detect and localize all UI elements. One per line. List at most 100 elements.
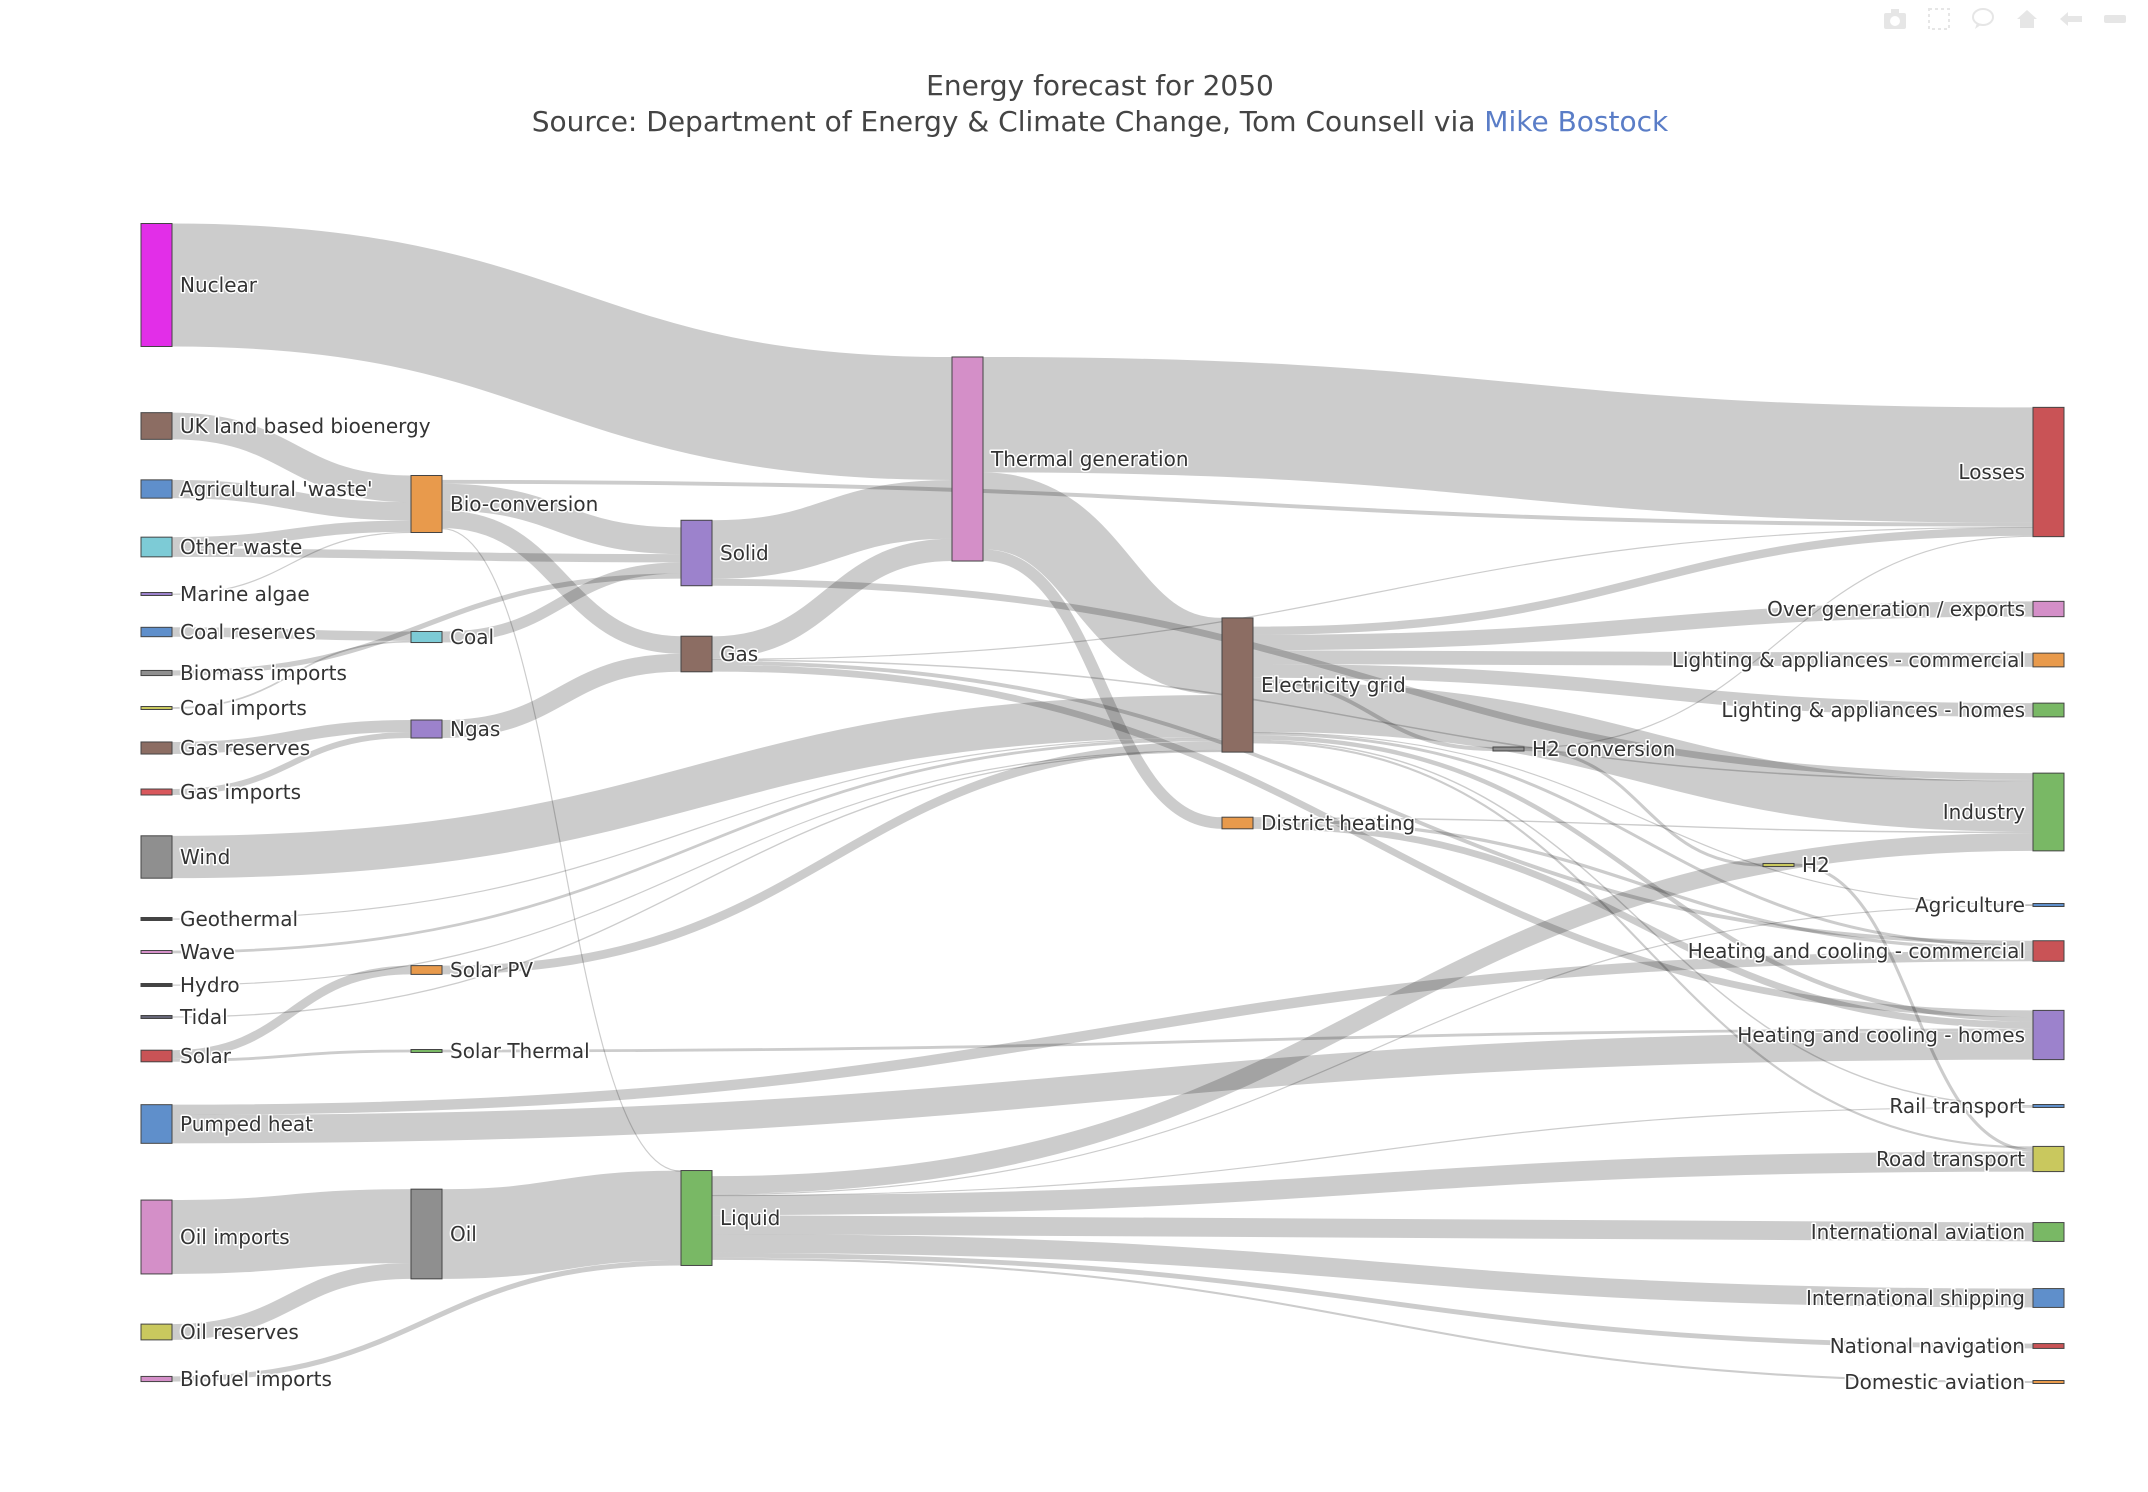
camera-icon[interactable] [1880,4,1910,34]
node-grid[interactable] [1221,617,1254,753]
node-nat_nav[interactable] [2032,1343,2065,1349]
link-grid-agriculture[interactable] [1252,731,2034,906]
link-grid-road[interactable] [1252,741,2034,1149]
link-biofuel-liquid[interactable] [171,1260,682,1382]
home-icon[interactable] [2012,4,2042,34]
node-rail[interactable] [2032,1104,2065,1108]
link-ngas-gas[interactable] [441,653,682,739]
link-pumped-heat_home[interactable] [171,1031,2034,1144]
link-district-industry[interactable] [1252,817,2034,834]
node-agri[interactable] [140,479,173,499]
link-grid-light_com[interactable] [1252,650,2034,667]
link-solarth-heat_home[interactable] [441,1028,2034,1053]
link-thermal-grid[interactable] [980,472,1225,695]
node-tidal[interactable] [140,1015,173,1019]
link-thermal-district[interactable] [982,549,1223,829]
link-wind-grid[interactable] [171,694,1223,879]
bar-icon[interactable] [2100,4,2130,34]
node-h2conv[interactable] [1492,746,1525,752]
link-grid-heat_home[interactable] [1252,735,2034,1022]
link-bioconv-liquid[interactable] [441,528,682,1172]
link-liquid-rail[interactable] [711,1106,2034,1197]
link-liquid-dom_av[interactable] [711,1257,2034,1384]
link-bioconv-gas[interactable] [441,510,682,654]
node-wave[interactable] [140,950,173,954]
node-intl_av[interactable] [2032,1222,2065,1242]
link-district-heat_home[interactable] [1252,821,2034,1029]
node-gas[interactable] [680,635,713,673]
node-solarpv[interactable] [410,965,443,975]
link-h2-road[interactable] [1793,863,2034,1152]
link-gas_res-ngas[interactable] [171,719,412,755]
comment-icon[interactable] [1968,4,1998,34]
node-solid[interactable] [680,519,713,587]
node-liquid[interactable] [680,1170,713,1266]
link-gas-losses[interactable] [711,526,2034,660]
node-solarth[interactable] [410,1049,443,1053]
link-uk_bio-bioconv[interactable] [171,412,412,503]
node-ngas[interactable] [410,719,443,739]
node-algae[interactable] [140,592,173,596]
link-oil_imp-oil[interactable] [171,1189,412,1274]
link-h2conv-h2[interactable] [1523,747,1764,867]
link-coal_imp-coal[interactable] [171,640,412,709]
link-bioconv-losses[interactable] [441,479,2034,527]
link-bio_imp-solid[interactable] [171,573,682,676]
node-nuclear[interactable] [140,223,173,347]
link-nuclear-thermal[interactable] [171,223,953,481]
link-gas-heat_com[interactable] [711,660,2034,945]
link-liquid-intl_ship[interactable] [711,1234,2034,1308]
node-heat_home[interactable] [2032,1009,2065,1061]
arrow-left-icon[interactable] [2056,4,2086,34]
link-agri-bioconv[interactable] [171,479,412,521]
node-district[interactable] [1221,816,1254,830]
node-h2[interactable] [1762,862,1795,868]
link-liquid-industry[interactable] [711,833,2034,1194]
node-overgen[interactable] [2032,600,2065,618]
link-gas-industry[interactable] [711,659,2034,782]
node-uk_bio[interactable] [140,412,173,440]
node-losses[interactable] [2032,406,2065,538]
link-grid-industry[interactable] [1252,681,2034,832]
link-h2conv-losses[interactable] [1523,535,2034,749]
link-thermal-losses[interactable] [982,356,2034,523]
box-select-icon[interactable] [1924,4,1954,34]
link-other_waste-bioconv[interactable] [171,520,412,549]
link-gas_imp-ngas[interactable] [171,732,412,795]
link-tidal-grid[interactable] [171,750,1223,1018]
node-biofuel[interactable] [140,1375,173,1383]
node-coal_imp[interactable] [140,706,173,710]
node-oil[interactable] [410,1188,443,1280]
node-light_home[interactable] [2032,702,2065,718]
node-solar[interactable] [140,1049,173,1063]
node-geo[interactable] [140,917,173,921]
link-bioconv-solid[interactable] [441,483,682,555]
link-grid-rail[interactable] [1252,739,2034,1107]
link-district-heat_com[interactable] [1252,818,2034,951]
link-coal-solid[interactable] [441,562,682,643]
node-road[interactable] [2032,1145,2065,1173]
link-solid-thermal[interactable] [711,480,953,579]
link-wave-grid[interactable] [171,738,1223,954]
node-light_com[interactable] [2032,652,2065,668]
link-liquid-agriculture[interactable] [711,904,2034,1196]
link-grid-heat_com[interactable] [1252,732,2034,948]
link-oil_res-oil[interactable] [171,1263,412,1340]
link-grid-h2conv[interactable] [1252,677,1494,751]
node-dom_av[interactable] [2032,1380,2065,1384]
link-oil-liquid[interactable] [441,1170,682,1279]
link-grid-overgen[interactable] [1252,601,2034,651]
node-bio_imp[interactable] [140,669,173,677]
node-heat_com[interactable] [2032,940,2065,962]
node-gas_res[interactable] [140,741,173,755]
node-coal[interactable] [410,630,443,644]
node-gas_imp[interactable] [140,788,173,796]
node-hydro[interactable] [140,983,173,987]
node-wind[interactable] [140,835,173,879]
node-oil_imp[interactable] [140,1199,173,1275]
link-solarpv-grid[interactable] [441,741,1223,975]
node-coal_res[interactable] [140,626,173,638]
node-pumped[interactable] [140,1104,173,1144]
node-agriculture[interactable] [2032,903,2065,907]
link-solid-industry[interactable] [711,578,2034,780]
